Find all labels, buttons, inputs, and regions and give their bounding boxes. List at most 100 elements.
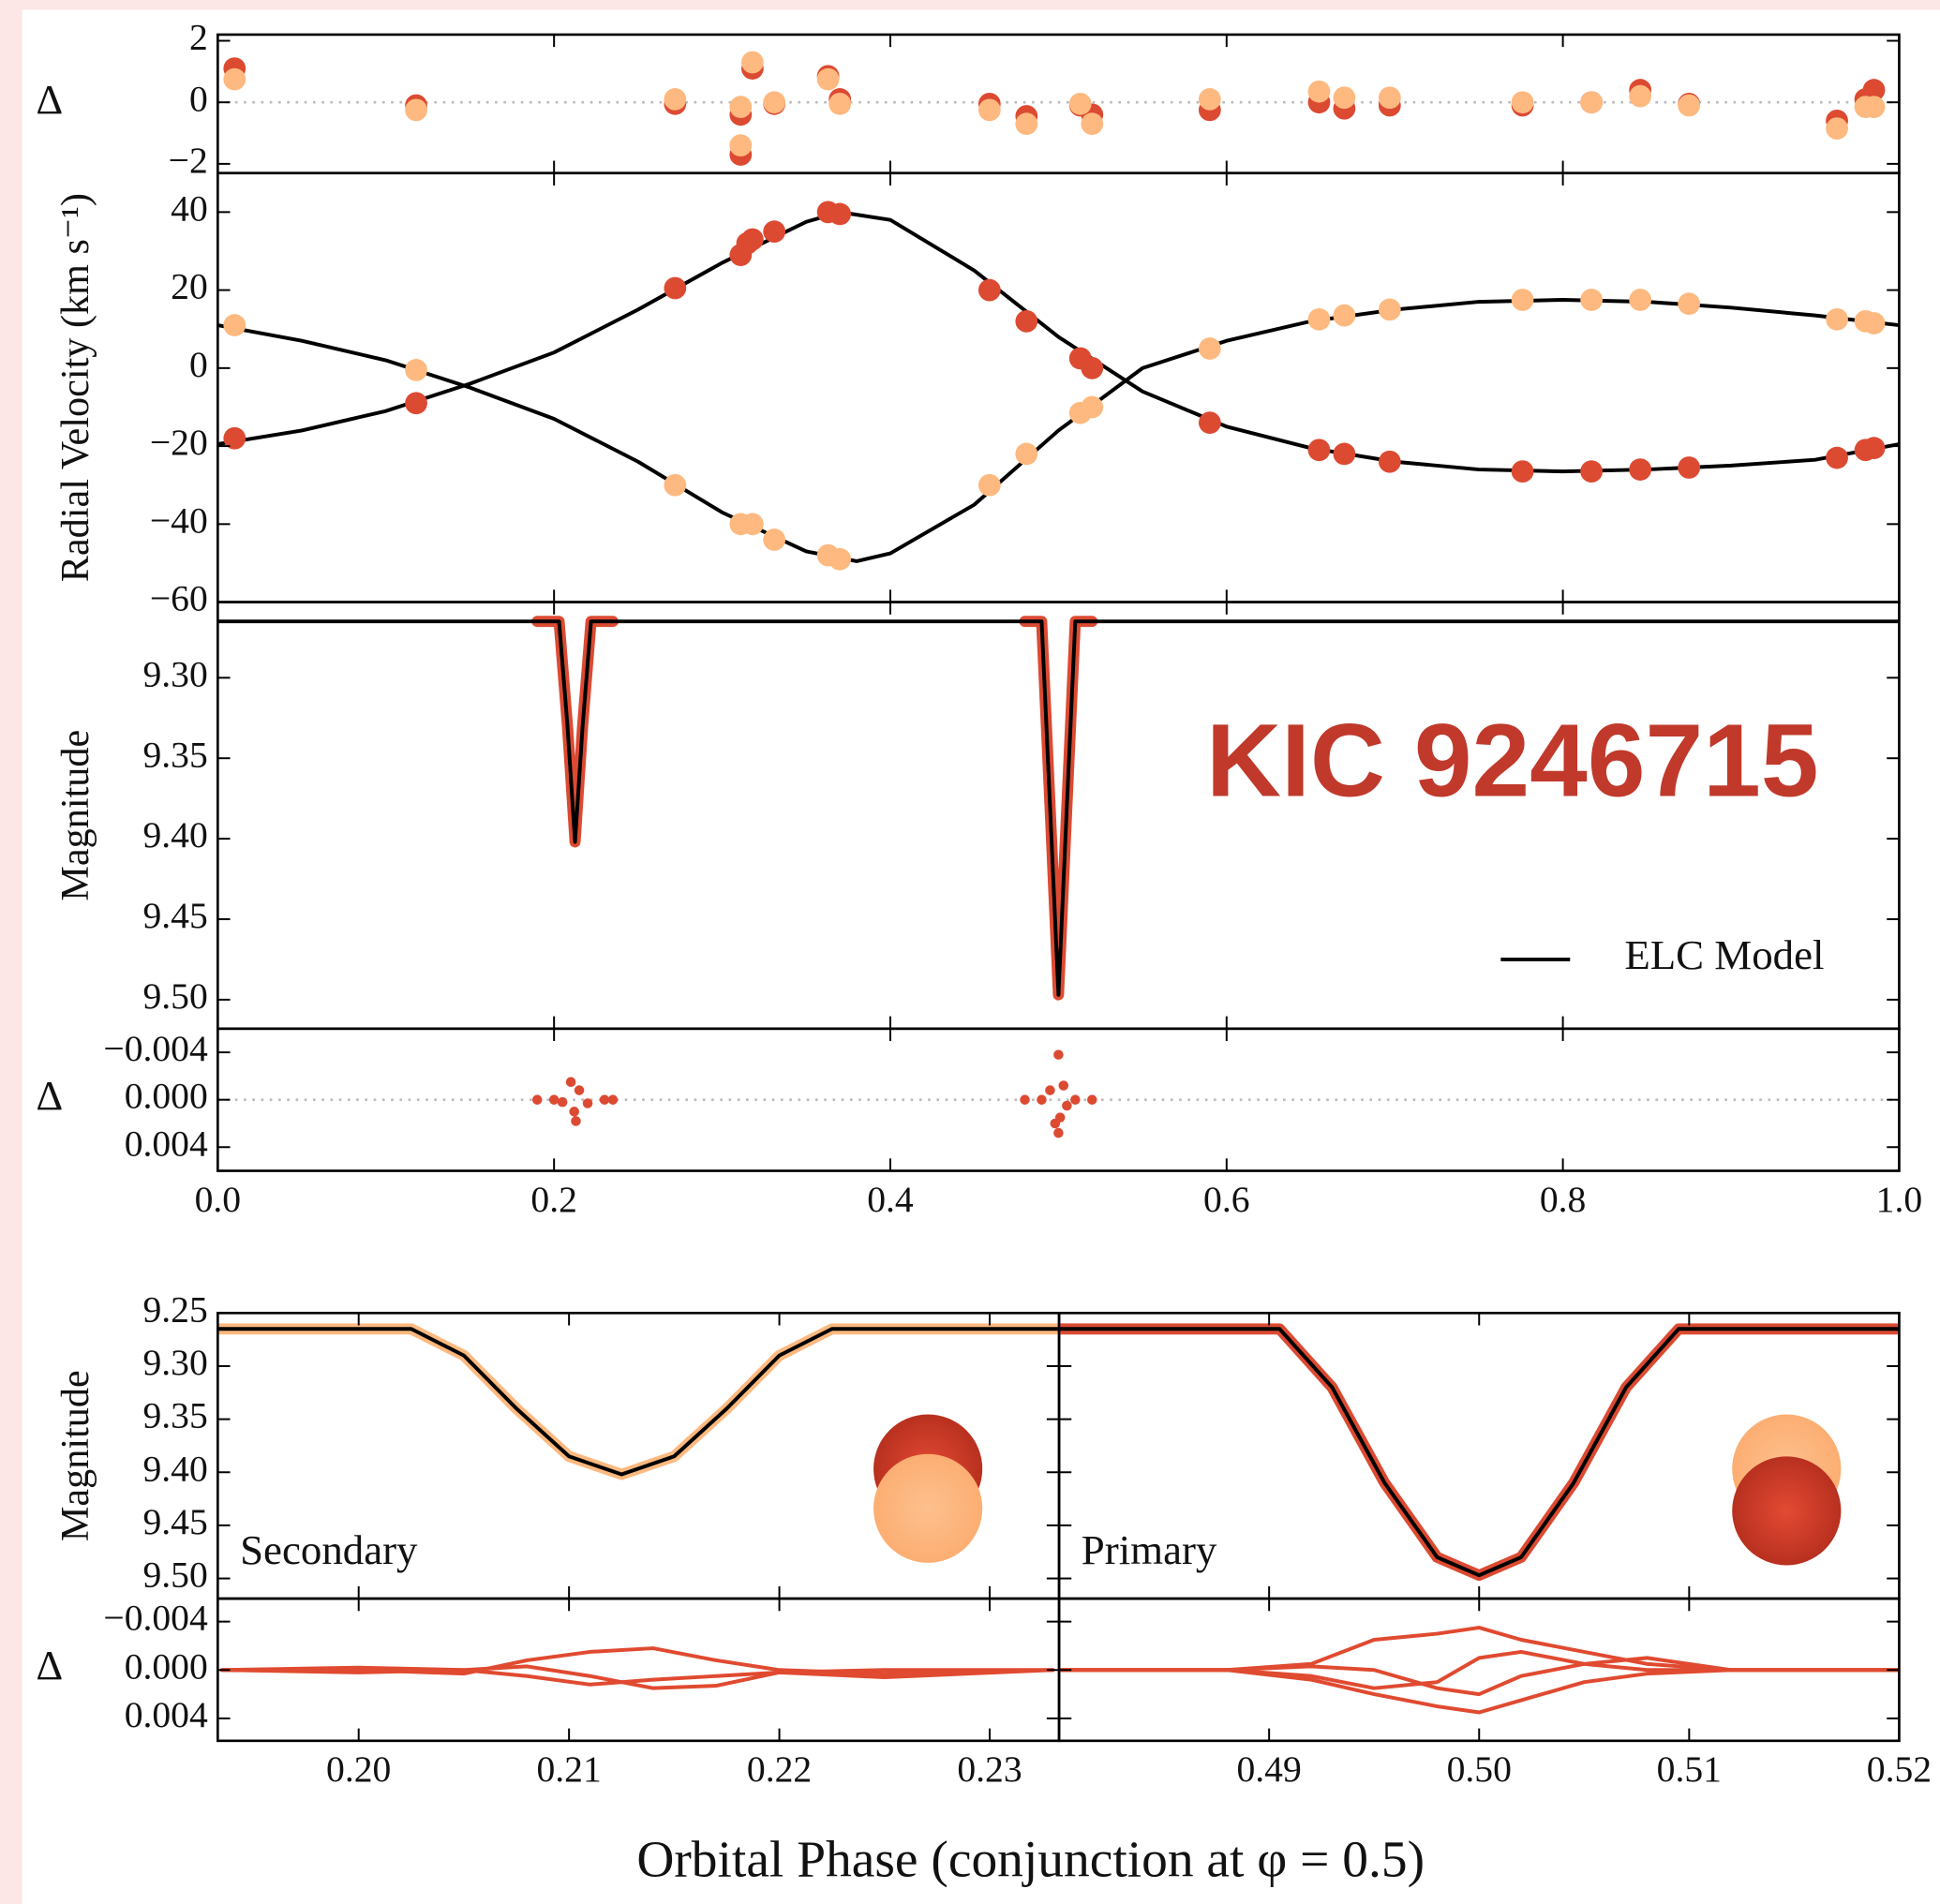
series-line xyxy=(219,1664,1055,1690)
data-point xyxy=(1020,1094,1030,1105)
data-point xyxy=(1081,356,1104,379)
data-point xyxy=(1333,86,1356,110)
data-point xyxy=(1015,310,1038,333)
series-line xyxy=(217,298,1900,563)
data-point xyxy=(1826,117,1848,140)
data-point xyxy=(740,51,764,74)
x-tick-label: 0.22 xyxy=(747,1748,812,1790)
annotation: KIC 9246715 xyxy=(1206,703,1818,818)
data-point xyxy=(1081,395,1104,419)
x-tick-label: 0.8 xyxy=(1540,1179,1586,1220)
y-axis-label: Radial Velocity (km s⁻¹) xyxy=(53,193,97,582)
data-point xyxy=(607,1094,619,1105)
data-point xyxy=(1862,96,1886,118)
x-tick-label: 0.20 xyxy=(326,1748,391,1790)
y-tick-label: 9.30 xyxy=(143,1342,208,1383)
data-point xyxy=(1678,292,1701,316)
y-tick-label: −0.004 xyxy=(103,1028,208,1069)
data-point xyxy=(1198,337,1221,360)
x-tick-label: 0.4 xyxy=(867,1179,914,1220)
x-tick-label: 0.23 xyxy=(957,1748,1022,1790)
data-point xyxy=(405,359,427,381)
y-tick-label: −60 xyxy=(150,578,208,619)
data-point xyxy=(1081,112,1104,136)
y-tick-label: 9.40 xyxy=(143,814,208,855)
data-point xyxy=(574,1085,585,1095)
plot-area xyxy=(217,1323,1060,1480)
plot-area xyxy=(219,1646,1055,1690)
y-tick-label: 0.000 xyxy=(125,1645,208,1687)
panel: Primary xyxy=(1057,1311,1901,1600)
data-point xyxy=(763,528,786,551)
data-point xyxy=(1580,289,1603,311)
data-point xyxy=(1086,1094,1097,1105)
data-point xyxy=(1058,1080,1069,1091)
series-line xyxy=(217,619,1900,997)
data-point xyxy=(1678,456,1701,479)
data-point xyxy=(1629,84,1652,108)
y-axis-label: Δ xyxy=(36,1642,63,1688)
data-point xyxy=(828,92,852,115)
data-point xyxy=(1580,91,1603,114)
data-point xyxy=(1198,88,1221,111)
series-line xyxy=(1059,1649,1900,1690)
x-tick-label: 0.0 xyxy=(195,1179,241,1220)
panel: 9.30 9.35 9.40 9.45 9.50 Magnitude KIC 9246715… xyxy=(53,601,1901,1031)
plot-area xyxy=(1059,1626,1900,1715)
x-tick-label: 0.52 xyxy=(1867,1748,1932,1790)
data-point xyxy=(405,392,427,415)
data-point xyxy=(1015,442,1038,466)
data-point xyxy=(1015,112,1038,136)
data-point xyxy=(582,1098,593,1108)
y-tick-label: 9.35 xyxy=(143,734,208,775)
y-tick-label: 0.004 xyxy=(125,1123,208,1164)
data-point xyxy=(1053,1127,1064,1138)
panel: 0.49 0.50 0.51 0.52 xyxy=(1057,1597,1932,1790)
plot-area xyxy=(217,1049,1900,1138)
data-point xyxy=(1511,91,1534,114)
data-point xyxy=(1629,458,1652,481)
y-tick-label: 20 xyxy=(171,266,208,307)
y-tick-label: 9.30 xyxy=(143,653,208,694)
data-point xyxy=(729,134,753,157)
data-point xyxy=(548,1094,560,1105)
data-point xyxy=(1580,460,1603,483)
y-tick-label: 0 xyxy=(189,78,208,119)
data-point xyxy=(1629,289,1652,311)
y-tick-label: 0.004 xyxy=(125,1694,208,1735)
panel-label: Secondary xyxy=(240,1526,418,1573)
x-tick-label: 0.2 xyxy=(530,1179,576,1220)
panel: −2 0 2 Δ xyxy=(36,17,1901,181)
x-tick-label: 0.51 xyxy=(1657,1748,1722,1790)
data-point xyxy=(1070,1094,1081,1105)
data-point xyxy=(1307,307,1331,331)
data-point xyxy=(740,228,764,251)
y-axis-label: Δ xyxy=(36,1072,63,1119)
data-point xyxy=(1307,439,1331,462)
x-tick-label: 0.49 xyxy=(1237,1748,1302,1790)
data-point xyxy=(763,220,786,244)
data-point xyxy=(1862,437,1886,460)
y-tick-label: 9.35 xyxy=(143,1395,208,1436)
data-point xyxy=(1826,446,1848,469)
data-point xyxy=(828,202,852,226)
data-point xyxy=(1378,450,1401,473)
y-tick-label: 9.40 xyxy=(143,1448,208,1489)
data-point xyxy=(1068,92,1092,115)
data-point xyxy=(599,1094,610,1105)
data-point xyxy=(1307,80,1331,103)
data-point xyxy=(1053,1049,1064,1060)
data-point xyxy=(1198,411,1221,434)
data-point xyxy=(571,1116,581,1126)
y-tick-label: 9.50 xyxy=(143,1554,208,1596)
panel: −60 −40 −20 0 20 40 Radial Velocity (km s⁻¹) xyxy=(53,171,1901,619)
data-point xyxy=(1378,86,1401,110)
data-point xyxy=(740,513,764,536)
star-icon xyxy=(1732,1456,1842,1566)
y-tick-label: −40 xyxy=(150,499,208,541)
y-tick-label: 9.50 xyxy=(143,975,208,1017)
data-point xyxy=(1333,442,1356,466)
